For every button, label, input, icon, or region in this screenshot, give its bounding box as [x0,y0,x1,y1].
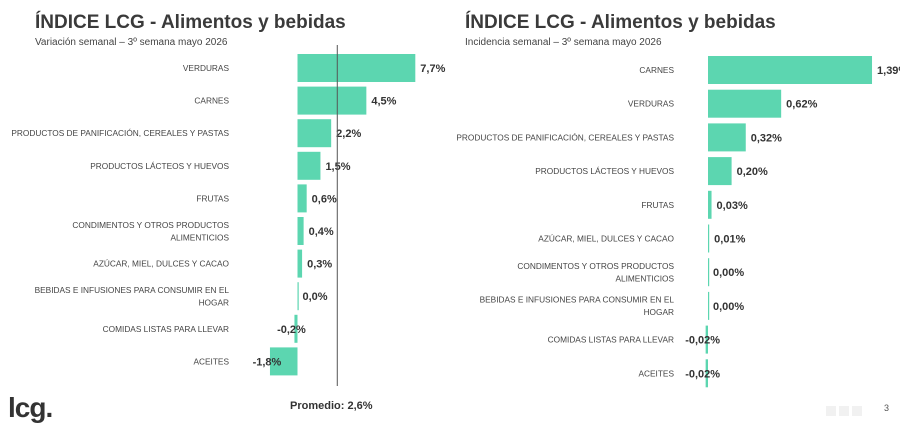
bar [269,347,298,376]
bar [708,224,710,253]
bar [297,151,321,180]
value-label: 1,39% [877,65,900,77]
left-chart-subtitle: Variación semanal – 3º semana mayo 2026 [35,37,228,48]
bar [705,325,708,354]
category-label: FRUTAS [641,200,674,210]
category-label: FRUTAS [196,193,229,203]
bar [297,282,299,311]
value-label: 0,00% [713,301,744,313]
footer-decoration [826,403,878,416]
bar [708,56,873,84]
value-label: 0,6% [312,193,337,205]
category-label: CONDIMENTOS Y OTROS PRODUCTOS ALIMENTICIO… [517,261,674,284]
category-label: ACEITES [193,356,229,366]
value-label: 0,4% [309,226,334,238]
page-number: 3 [884,403,890,413]
category-label: BEBIDAS E INFUSIONES PARA CONSUMIR EN EL… [480,295,675,318]
bar [708,291,710,320]
bar [297,54,416,82]
value-label: -0,02% [685,368,720,380]
bar [708,190,712,219]
bar [297,119,332,148]
bar [708,89,782,118]
category-label: PRODUCTOS LÁCTEOS Y HUEVOS [90,161,229,171]
category-label: CARNES [639,65,674,75]
bar [297,86,367,115]
category-label: COMIDAS LISTAS PARA LLEVAR [548,335,674,345]
value-label: 4,5% [371,96,396,108]
value-label: 0,20% [737,166,768,178]
category-label: PRODUCTOS DE PANIFICACIÓN, CEREALES Y PA… [11,128,229,138]
category-label: COMIDAS LISTAS PARA LLEVAR [103,324,229,334]
category-label: CARNES [194,96,229,106]
bar [708,123,746,152]
right-chart-subtitle: Incidencia semanal – 3º semana mayo 2026 [465,37,662,48]
left-bar-chart: VERDURAS 7,7% CARNES 4,5% PRODUCTOS DE PANIF… [11,45,446,386]
category-label: AZÚCAR, MIEL, DULCES Y CACAO [93,259,229,269]
category-label: VERDURAS [628,99,675,109]
value-label: 0,62% [786,99,817,111]
category-label: VERDURAS [183,63,230,73]
value-label: 0,0% [303,291,328,303]
bar [297,249,303,278]
value-label: 7,7% [420,63,445,75]
left-chart-panel: ÍNDICE LCG - Alimentos y bebidas Variaci… [11,12,446,386]
category-label: PRODUCTOS DE PANIFICACIÓN, CEREALES Y PA… [456,132,674,142]
bar [705,359,708,388]
bar [297,184,307,213]
value-label: 2,2% [336,128,361,140]
value-label: 0,01% [714,234,745,246]
value-label: 0,00% [713,267,744,279]
right-chart-panel: ÍNDICE LCG - Alimentos y bebidas Inciden… [450,0,900,426]
value-label: -1,8% [253,356,282,368]
bar [297,217,304,245]
right-chart-title: ÍNDICE LCG - Alimentos y bebidas [465,12,776,33]
value-label: 0,32% [751,132,782,144]
value-label: 1,5% [325,161,350,173]
category-label: AZÚCAR, MIEL, DULCES Y CACAO [538,234,674,244]
bar [708,157,732,186]
value-label: 0,3% [307,259,332,271]
bar [294,314,298,343]
category-label: PRODUCTOS LÁCTEOS Y HUEVOS [535,166,674,176]
average-label: Promedio: 2,6% [290,400,373,412]
lcg-logo: lcg. [8,392,53,423]
bar [708,258,710,287]
category-label: CONDIMENTOS Y OTROS PRODUCTOS ALIMENTICIO… [72,220,229,243]
left-chart-title: ÍNDICE LCG - Alimentos y bebidas [35,12,346,33]
right-bar-chart: CARNES 1,39% VERDURAS 0,62% PRODUCTOS DE PAN… [456,56,900,388]
category-label: BEBIDAS E INFUSIONES PARA CONSUMIR EN EL… [35,285,230,308]
category-label: ACEITES [638,368,674,378]
value-label: 0,03% [717,200,748,212]
value-label: -0,2% [277,324,306,336]
value-label: -0,02% [685,335,720,347]
